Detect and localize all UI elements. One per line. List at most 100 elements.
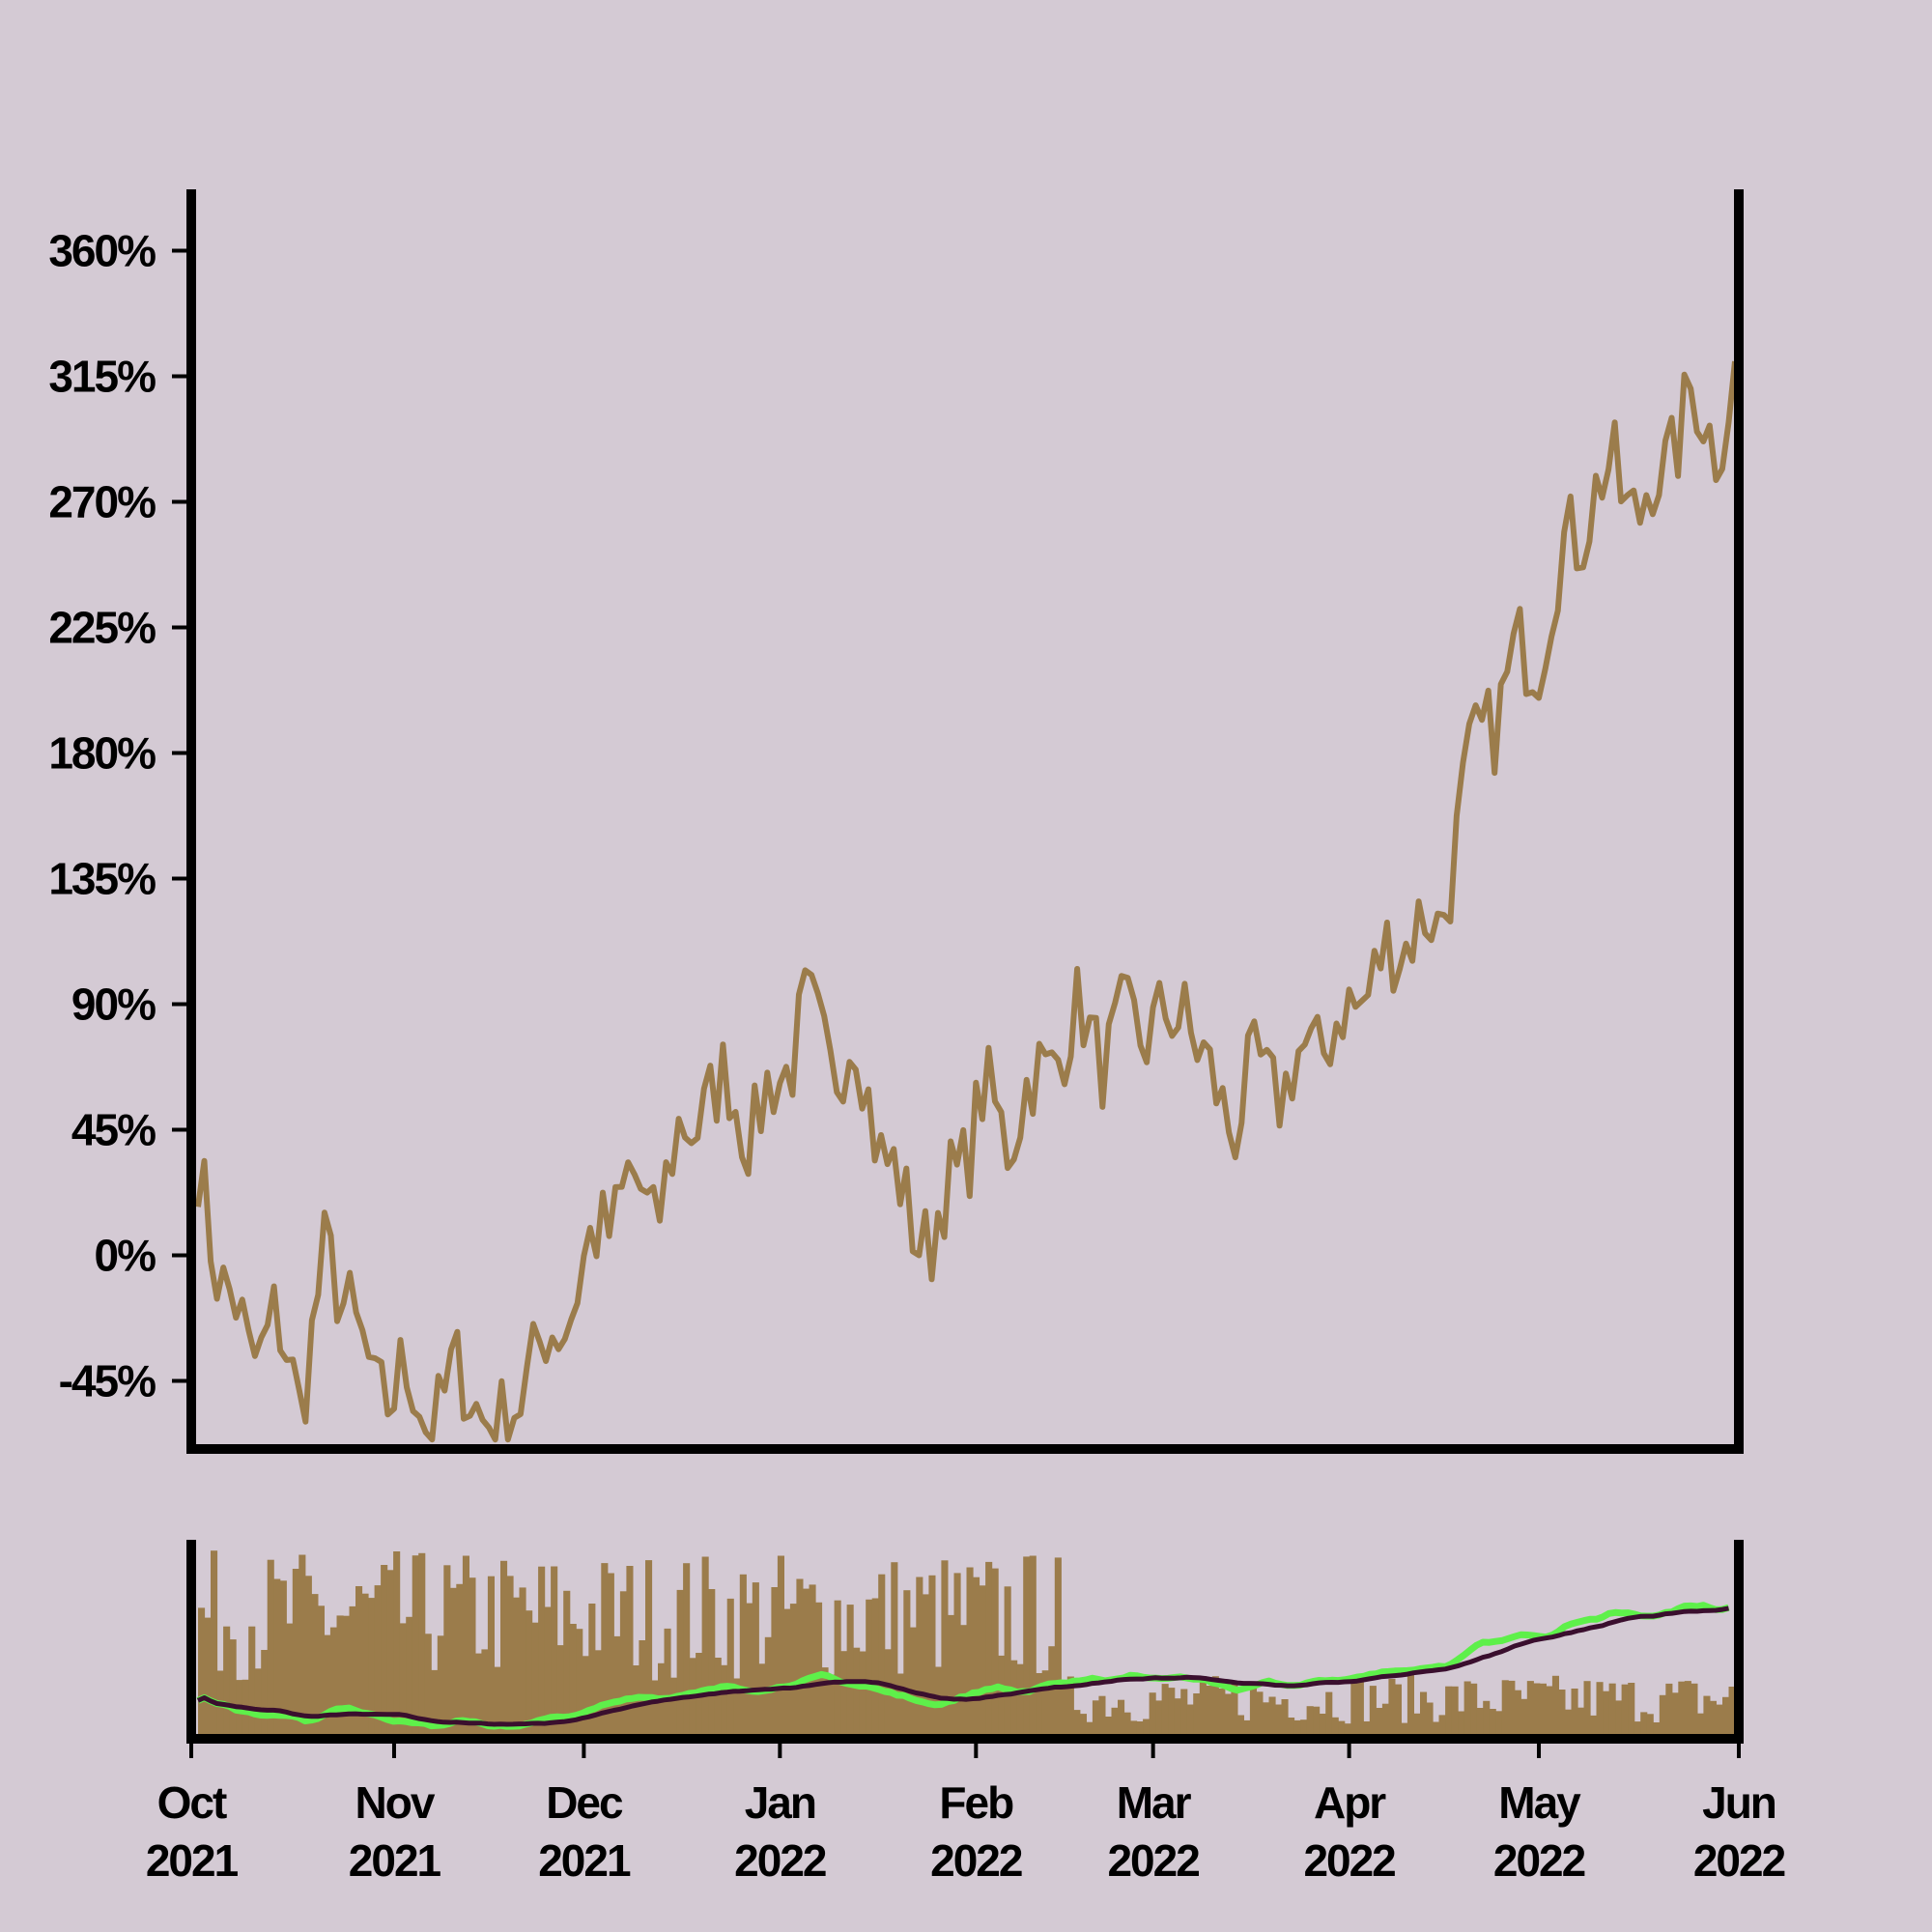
- volume-bar: [254, 1668, 262, 1735]
- volume-bar: [1369, 1686, 1377, 1735]
- volume-bar: [1671, 1692, 1679, 1735]
- volume-bar: [664, 1628, 671, 1735]
- volume-bar: [355, 1586, 363, 1735]
- volume-bar: [1388, 1679, 1396, 1735]
- volume-bar: [1520, 1698, 1528, 1735]
- volume-bar: [1716, 1704, 1723, 1735]
- volume-bar: [866, 1599, 873, 1735]
- volume-bar: [386, 1570, 394, 1735]
- volume-bar: [374, 1585, 382, 1735]
- volume-bar: [619, 1591, 627, 1735]
- volume-bar: [551, 1566, 558, 1735]
- y-tick-label: 135%: [48, 854, 156, 904]
- x-tick-label-month: Apr: [1314, 1777, 1386, 1828]
- volume-bar: [903, 1590, 911, 1735]
- volume-bar: [368, 1598, 376, 1735]
- x-tick-label-month: Jan: [745, 1777, 815, 1828]
- volume-bar: [1653, 1722, 1661, 1735]
- volume-bar: [204, 1617, 212, 1735]
- volume-bar: [1105, 1717, 1113, 1735]
- volume-bar: [1041, 1670, 1049, 1735]
- volume-bar: [1621, 1684, 1629, 1735]
- volume-bar: [494, 1666, 501, 1735]
- volume-bar: [1690, 1683, 1698, 1735]
- volume-bar: [916, 1577, 923, 1735]
- volume-bar: [834, 1600, 841, 1735]
- volume-bar: [1319, 1714, 1326, 1735]
- volume-bar: [1628, 1683, 1635, 1735]
- volume-bar: [1526, 1681, 1534, 1735]
- volume-bar: [1640, 1712, 1648, 1735]
- volume-bar: [1098, 1695, 1106, 1735]
- volume-bar: [267, 1559, 274, 1735]
- volume-bar: [1608, 1683, 1616, 1735]
- volume-bar: [1445, 1686, 1453, 1735]
- volume-bar: [1546, 1686, 1553, 1735]
- x-tick-label-month: Nov: [355, 1777, 436, 1828]
- volume-panel: Oct 2021 Nov 2021 Dec 2021 Jan 2022 Feb 2022 Mar 20…: [146, 1540, 1787, 1886]
- volume-bar: [456, 1583, 464, 1735]
- volume-bar: [500, 1560, 508, 1735]
- price-y-tick-labels: -45% 0% 45% 90% 135% 180% 225% 270% 315% 360%: [48, 226, 157, 1406]
- x-ticks: [189, 1739, 1741, 1758]
- volume-bar: [286, 1623, 294, 1735]
- volume-bar: [783, 1608, 791, 1735]
- volume-bar: [1551, 1675, 1559, 1735]
- x-tick-labels: Oct 2021 Nov 2021 Dec 2021 Jan 2022 Feb 2022 Mar 20…: [146, 1777, 1787, 1886]
- volume-bar: [1634, 1721, 1641, 1735]
- volume-bar: [1236, 1715, 1244, 1735]
- volume-bar: [1313, 1706, 1321, 1735]
- volume-bar: [789, 1604, 797, 1735]
- volume-bar: [594, 1650, 602, 1735]
- volume-bar: [991, 1568, 999, 1735]
- volume-bar: [1325, 1691, 1333, 1735]
- volume-bar: [343, 1615, 351, 1735]
- volume-bar: [292, 1569, 299, 1735]
- volume-bar: [1023, 1556, 1031, 1735]
- volume-bar: [424, 1634, 432, 1735]
- volume-bar: [777, 1555, 784, 1735]
- volume-bar: [1016, 1663, 1024, 1735]
- volume-bar: [1420, 1691, 1428, 1735]
- volume-bar: [1218, 1689, 1226, 1735]
- x-tick-label-month: Dec: [546, 1777, 623, 1828]
- volume-bar: [569, 1624, 577, 1735]
- volume-bar: [1646, 1714, 1654, 1735]
- volume-bar: [1684, 1681, 1691, 1735]
- volume-bar: [412, 1555, 419, 1735]
- volume-bar: [556, 1645, 564, 1735]
- volume-bar: [1709, 1700, 1717, 1735]
- volume-bar: [324, 1634, 331, 1735]
- x-tick-label-month: May: [1498, 1777, 1581, 1828]
- volume-bar: [349, 1605, 356, 1735]
- volume-bar: [538, 1566, 546, 1735]
- volume-bar: [304, 1576, 312, 1735]
- volume-bar: [437, 1635, 444, 1735]
- volume-bar: [1180, 1689, 1188, 1735]
- volume-bar: [676, 1589, 684, 1735]
- volume-bar: [758, 1663, 766, 1735]
- volume-bar: [1186, 1704, 1194, 1735]
- volume-bar: [1275, 1704, 1283, 1735]
- x-tick-label-year: 2022: [1303, 1835, 1395, 1886]
- volume-bar: [853, 1647, 861, 1735]
- volume-bar: [1293, 1719, 1301, 1735]
- x-tick-label-year: 2022: [930, 1835, 1022, 1886]
- volume-bar: [474, 1653, 482, 1735]
- volume-bar: [582, 1656, 589, 1735]
- volume-bar: [1331, 1717, 1339, 1735]
- volume-bar: [953, 1573, 961, 1735]
- volume-bar: [1413, 1713, 1421, 1735]
- volume-bar: [909, 1627, 917, 1735]
- x-tick-label-month: Mar: [1117, 1777, 1192, 1828]
- volume-bar: [1130, 1720, 1138, 1735]
- volume-bar: [670, 1677, 678, 1735]
- volume-bar: [947, 1614, 954, 1735]
- volume-bar: [846, 1605, 854, 1735]
- volume-bar: [1615, 1700, 1623, 1735]
- volume-bar: [336, 1615, 344, 1735]
- volume-bar: [941, 1560, 949, 1735]
- volume-bar: [1155, 1700, 1163, 1735]
- x-tick-label-year: 2022: [1493, 1835, 1585, 1886]
